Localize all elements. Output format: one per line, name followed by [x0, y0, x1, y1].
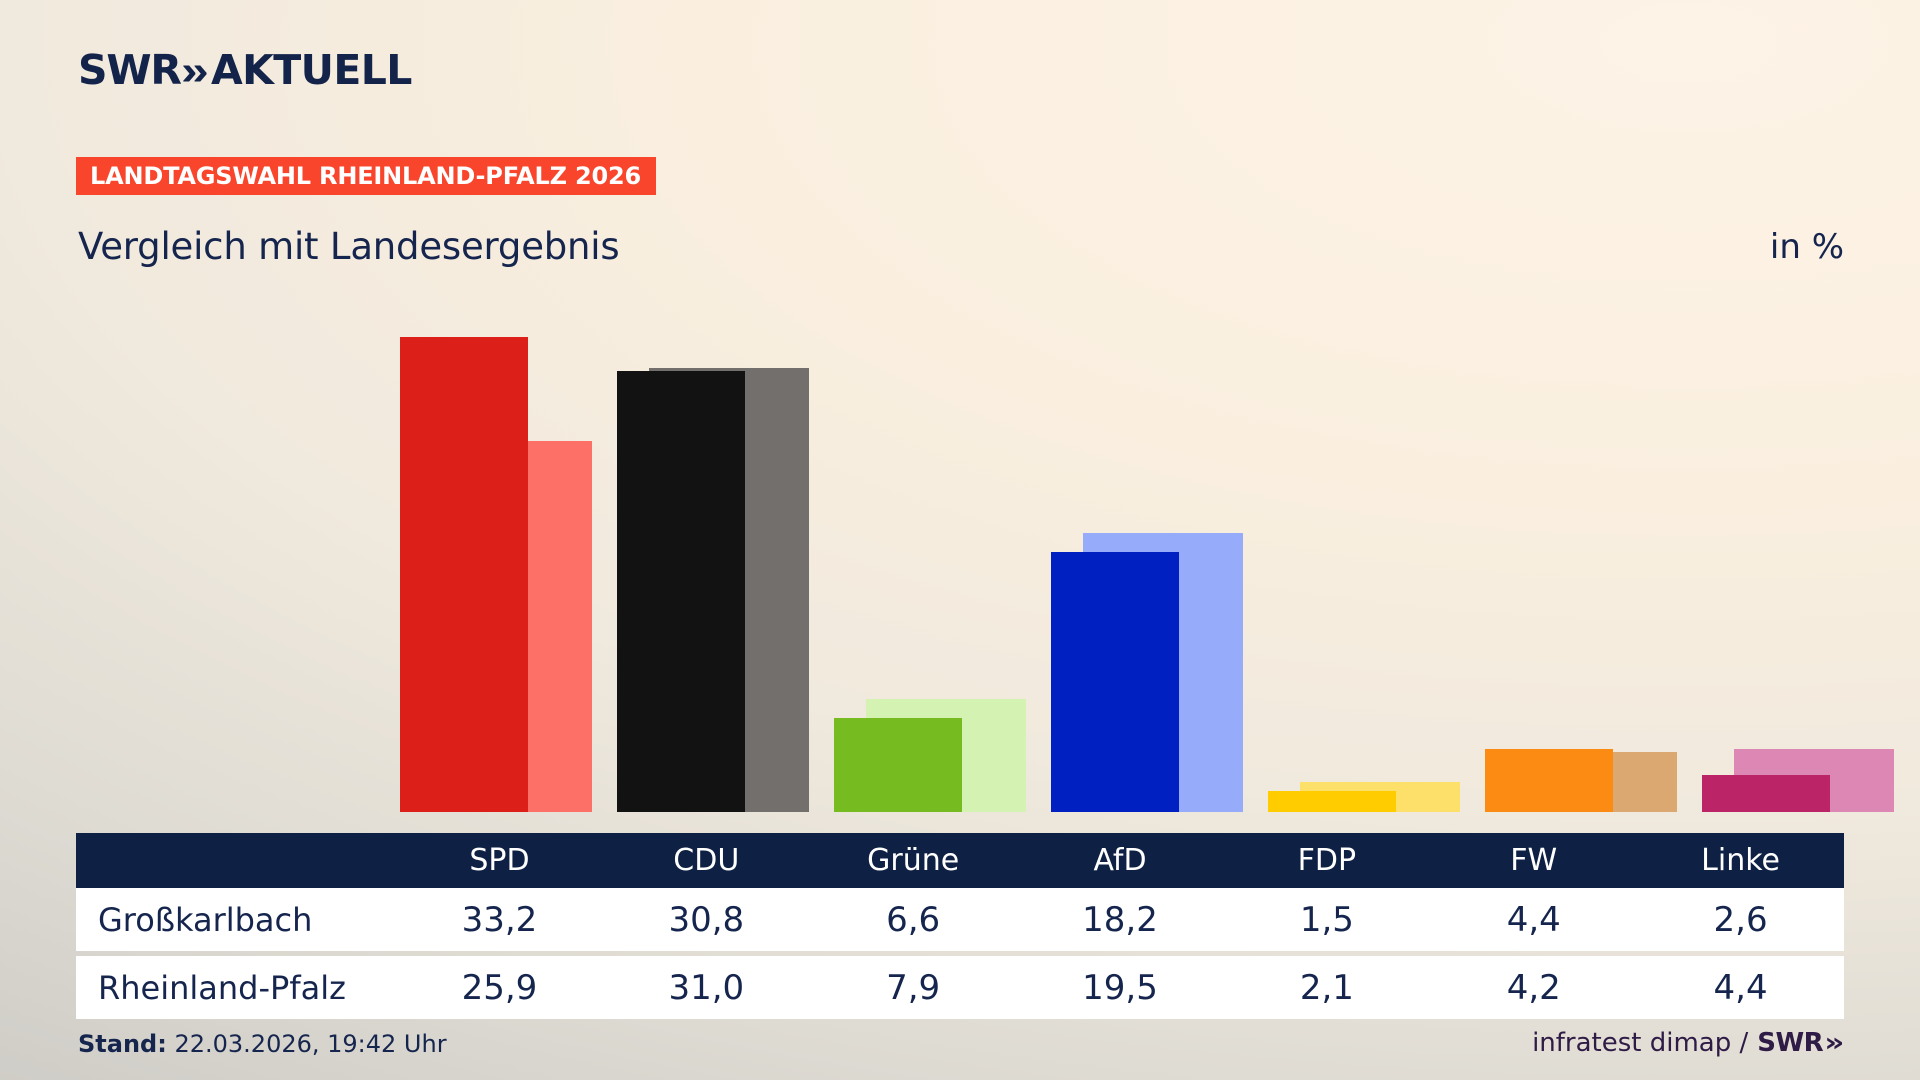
table-cell-value: 4,2	[1506, 967, 1561, 1008]
table-cell-value: 19,5	[1082, 967, 1158, 1008]
column-header-fw: FW	[1510, 843, 1558, 878]
table-row: Großkarlbach 33,2 30,8 6,6 18,2 1,5 4,4 2,6	[76, 888, 1844, 951]
table-cell-value: 33,2	[461, 899, 538, 940]
double-chevron-icon: »	[180, 48, 209, 93]
bar-main-afd	[1051, 551, 1179, 812]
logo-swr-text: SWR	[78, 46, 182, 94]
bar-main-linke	[1702, 774, 1830, 812]
bar-compare-cdu	[649, 368, 809, 812]
bar-compare-linke	[1734, 749, 1894, 812]
bar-compare-fw	[1517, 751, 1677, 812]
column-header-spd: SPD	[469, 843, 530, 878]
source-institute: infratest dimap /	[1532, 1028, 1749, 1058]
table-cell-value: 25,9	[461, 967, 538, 1008]
election-banner: LANDTAGSWAHL RHEINLAND-PFALZ 2026	[76, 157, 656, 195]
table-cell-value: 6,6	[886, 899, 941, 940]
column-header-grüne: Grüne	[867, 843, 960, 878]
source-credit: infratest dimap / SWR »	[1532, 1028, 1844, 1058]
table-row: Rheinland-Pfalz 25,9 31,0 7,9 19,5 2,1 4,2 4,4	[76, 956, 1844, 1019]
bar-compare-grüne	[866, 698, 1026, 812]
table-cell-value: 4,4	[1506, 899, 1561, 940]
table-cell-value: 2,6	[1713, 899, 1768, 940]
table-cell-value: 1,5	[1299, 899, 1354, 940]
timestamp-label: Stand:	[78, 1030, 167, 1058]
table-cell-value: 30,8	[668, 899, 745, 940]
bar-main-cdu	[617, 371, 745, 812]
bar-main-spd	[400, 337, 528, 812]
bar-main-fdp	[1268, 790, 1396, 812]
column-header-afd: AfD	[1093, 843, 1147, 878]
table-cell-value: 4,4	[1713, 967, 1768, 1008]
row-label: Großkarlbach	[98, 900, 313, 939]
source-swr-text: SWR	[1757, 1028, 1824, 1058]
bar-compare-afd	[1083, 533, 1243, 812]
row-label: Rheinland-Pfalz	[98, 968, 346, 1007]
table-cell-value: 2,1	[1299, 967, 1354, 1008]
table-cell-value: 7,9	[886, 967, 941, 1008]
bar-compare-spd	[432, 441, 592, 812]
election-banner-label: LANDTAGSWAHL RHEINLAND-PFALZ 2026	[90, 162, 641, 190]
bar-main-grüne	[834, 717, 962, 812]
column-header-cdu: CDU	[673, 843, 740, 878]
table-cell-value: 18,2	[1082, 899, 1158, 940]
column-header-linke: Linke	[1701, 843, 1780, 878]
bar-compare-fdp	[1300, 781, 1460, 812]
double-chevron-icon: »	[1824, 1028, 1844, 1058]
table-header-row: SPD CDU Grüne AfD FDP FW Linke	[76, 833, 1844, 888]
bar-main-fw	[1485, 749, 1613, 812]
timestamp: Stand: 22.03.2026, 19:42 Uhr	[78, 1030, 447, 1058]
results-table: SPD CDU Grüne AfD FDP FW Linke Großkarlbach 33,…	[76, 833, 1844, 1019]
logo-aktuell-text: AKTUELL	[210, 46, 412, 94]
column-header-fdp: FDP	[1297, 843, 1357, 878]
timestamp-value: 22.03.2026, 19:42 Uhr	[174, 1030, 447, 1058]
page-title: Vergleich mit Landesergebnis	[78, 225, 620, 268]
unit-label: in %	[1769, 227, 1844, 267]
table-cell-value: 31,0	[668, 967, 745, 1008]
swr-aktuell-logo: SWR » AKTUELL	[78, 50, 412, 91]
